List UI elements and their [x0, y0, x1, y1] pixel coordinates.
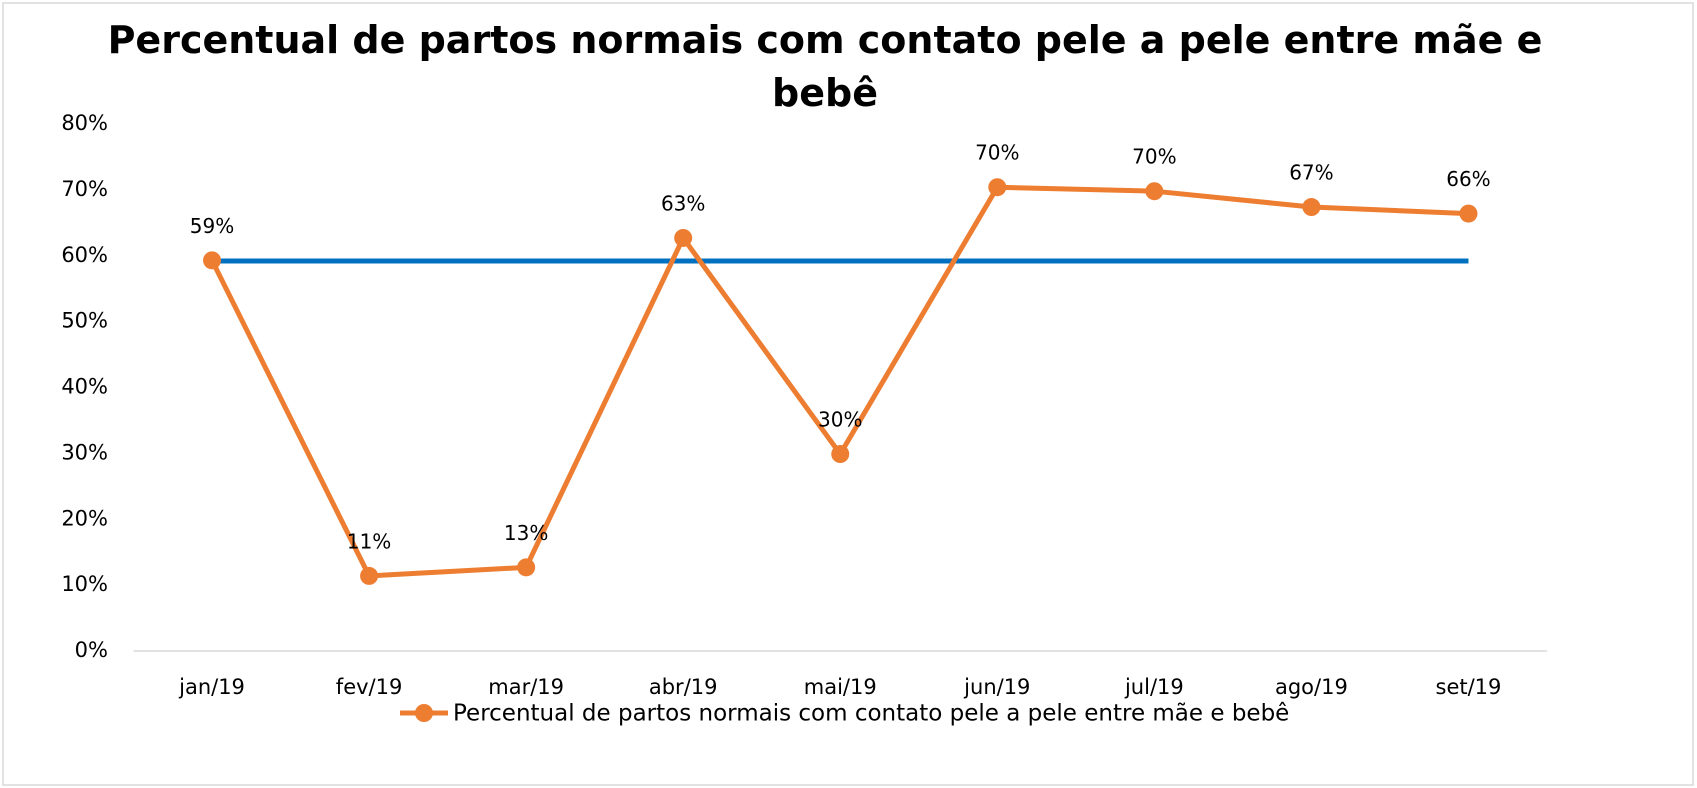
data-point — [517, 558, 536, 577]
x-tick-label: fev/19 — [336, 675, 403, 699]
legend-label: Percentual de partos normais com contato… — [453, 701, 1289, 727]
y-tick-label: 30% — [61, 440, 108, 464]
y-tick-label: 60% — [61, 243, 108, 267]
data-label: 70% — [1132, 145, 1176, 169]
data-point — [674, 228, 693, 247]
data-point — [831, 445, 850, 464]
x-tick-label: mai/19 — [804, 675, 877, 699]
x-tick-label: abr/19 — [649, 675, 718, 699]
x-tick-label: mar/19 — [488, 675, 564, 699]
data-label: 13% — [504, 521, 548, 545]
data-point — [1145, 182, 1164, 201]
x-tick-label: ago/19 — [1275, 675, 1348, 699]
data-point — [360, 566, 379, 585]
chart-title: Percentual de partos normais com contato… — [108, 18, 1543, 115]
y-tick-label: 10% — [61, 572, 108, 596]
data-label: 63% — [661, 191, 705, 215]
data-point — [1302, 198, 1321, 217]
y-tick-label: 0% — [75, 638, 108, 662]
y-tick-label: 40% — [61, 375, 108, 399]
data-label: 67% — [1289, 161, 1333, 185]
data-label: 66% — [1446, 167, 1490, 191]
y-tick-label: 20% — [61, 506, 108, 530]
data-label: 70% — [975, 141, 1019, 165]
y-tick-label: 50% — [61, 309, 108, 333]
data-label: 11% — [347, 529, 391, 553]
data-point — [988, 178, 1007, 197]
data-label: 59% — [190, 214, 234, 238]
x-tick-label: set/19 — [1436, 675, 1502, 699]
legend-marker — [415, 704, 433, 722]
data-point — [1459, 204, 1478, 223]
data-point — [203, 251, 222, 270]
x-tick-label: jan/19 — [178, 675, 245, 699]
y-tick-label: 70% — [61, 177, 108, 201]
y-tick-label: 80% — [61, 111, 108, 135]
data-label: 30% — [818, 408, 862, 432]
x-tick-label: jun/19 — [963, 675, 1030, 699]
x-tick-label: jul/19 — [1124, 675, 1184, 699]
